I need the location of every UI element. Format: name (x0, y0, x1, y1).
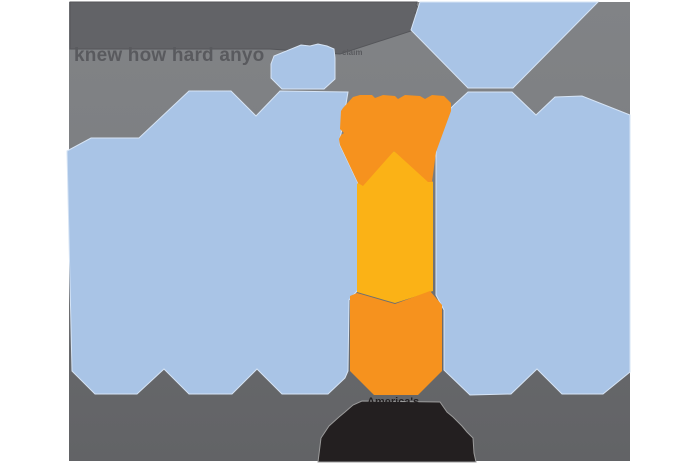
svg-text:claim: claim (342, 48, 362, 57)
svg-text:America's: America's (367, 396, 419, 408)
svg-text:knew how hard anyo: knew how hard anyo (74, 45, 264, 66)
